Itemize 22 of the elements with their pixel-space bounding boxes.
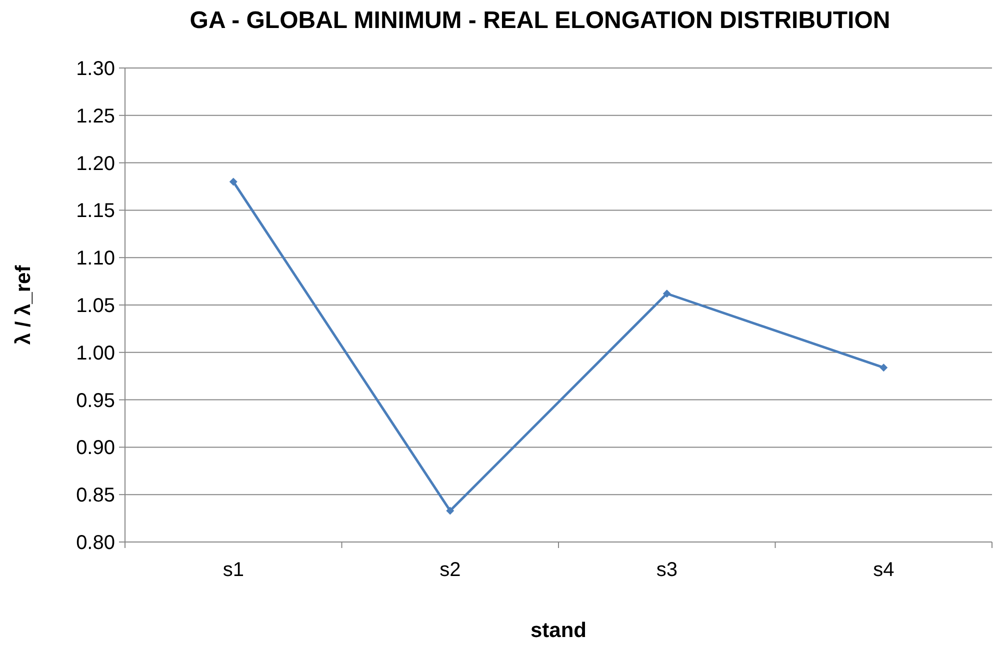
point (229, 178, 238, 186)
x-tick-label: s4 (873, 559, 894, 581)
point (446, 506, 454, 515)
y-tick-label: 1.20 (76, 152, 115, 175)
y-tick-label: 1.05 (76, 295, 115, 317)
x-tick-label: s2 (440, 559, 461, 581)
y-tick-label: 1.25 (76, 105, 115, 128)
y-tick-label: 1.30 (76, 58, 115, 80)
y-tick-label: 1.00 (76, 342, 115, 364)
x-tick-label: s1 (222, 559, 244, 581)
y-tick-label: 0.80 (76, 532, 115, 554)
x-axis-title: stand (530, 619, 587, 642)
y-tick-label: 1.10 (76, 248, 115, 270)
y-tick-label: 0.95 (76, 390, 115, 412)
y-tick-label: 0.90 (76, 437, 115, 460)
x-tick-label: s3 (656, 559, 678, 581)
point (662, 290, 671, 298)
y-tick-label: 0.85 (76, 484, 115, 507)
y-axis-title: λ / λ_ref (12, 264, 35, 345)
point (880, 364, 888, 372)
y-tick-label: 1.15 (76, 200, 115, 222)
chart-title: GA - GLOBAL MINIMUM - REAL ELONGATION DISTRIBUTION (190, 7, 890, 34)
